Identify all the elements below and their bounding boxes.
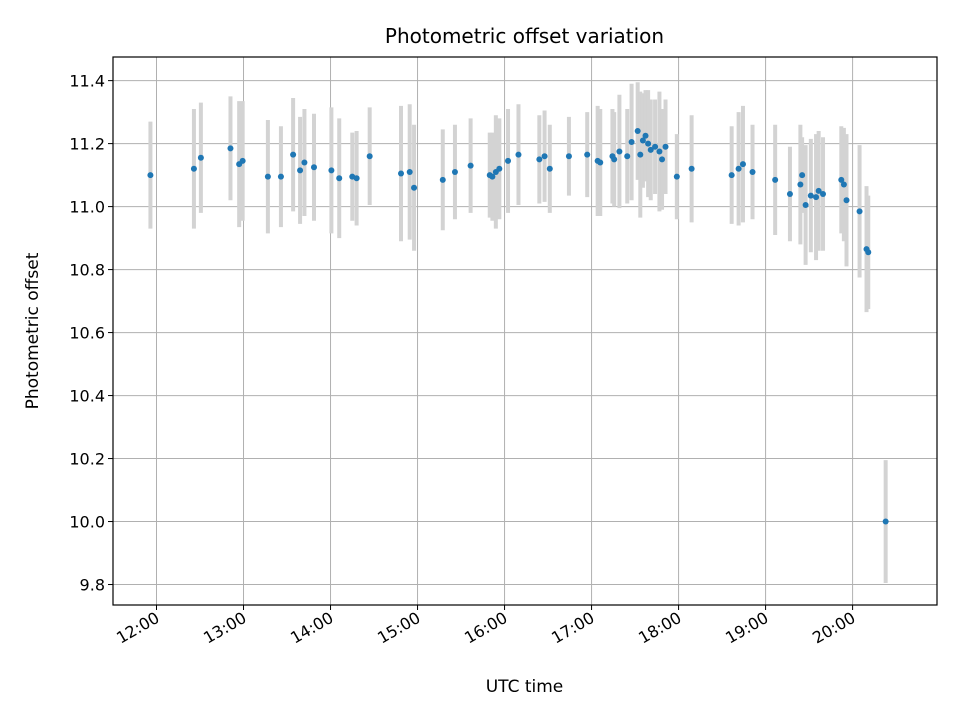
data-point <box>749 168 756 175</box>
data-point <box>336 175 343 182</box>
data-point <box>820 191 827 197</box>
data-point <box>310 164 317 171</box>
data-point <box>642 132 649 139</box>
data-point <box>659 156 666 163</box>
data-point <box>597 159 604 166</box>
data-point <box>662 143 669 150</box>
x-axis-label: UTC time <box>486 677 564 697</box>
data-point <box>398 170 405 177</box>
data-point <box>451 168 458 175</box>
y-tick-label: 10.4 <box>69 387 105 406</box>
y-axis-label: Photometric offset <box>23 252 43 409</box>
data-point <box>639 137 646 144</box>
data-point <box>239 157 246 164</box>
data-point <box>624 153 631 160</box>
y-tick-label: 9.8 <box>80 576 105 595</box>
data-point <box>656 148 663 155</box>
data-points <box>147 128 889 525</box>
data-point <box>739 161 746 168</box>
data-point <box>634 128 641 135</box>
y-tick-label: 10.2 <box>69 450 105 469</box>
data-point <box>515 151 522 158</box>
y-tick-label: 10.6 <box>69 324 105 343</box>
data-point <box>799 172 806 179</box>
data-point <box>439 176 446 183</box>
data-point <box>652 143 659 150</box>
data-point <box>328 167 335 174</box>
data-point <box>536 156 543 163</box>
data-point <box>840 181 847 188</box>
data-point <box>147 172 154 179</box>
data-point <box>882 518 889 525</box>
data-point <box>616 148 623 155</box>
data-point <box>489 173 496 180</box>
data-point <box>505 157 512 164</box>
data-point <box>190 165 197 172</box>
data-point <box>297 167 304 174</box>
data-point <box>197 154 204 161</box>
y-axis-ticks: 9.8 10.0 10.2 10.4 10.6 10.8 11.0 11.2 11.4 <box>69 72 113 595</box>
data-point <box>856 208 863 215</box>
data-point <box>406 168 413 175</box>
data-point <box>645 140 652 147</box>
y-tick-label: 10.0 <box>69 513 105 532</box>
data-point <box>301 159 308 166</box>
data-point <box>496 165 503 172</box>
data-point <box>353 175 360 182</box>
data-point <box>673 173 680 180</box>
data-point <box>584 151 591 158</box>
data-point <box>728 172 735 179</box>
data-point <box>807 192 814 199</box>
data-point <box>541 153 548 160</box>
data-point <box>411 184 418 191</box>
data-point <box>628 139 635 146</box>
data-point <box>838 176 845 183</box>
data-point <box>688 165 695 172</box>
data-point <box>772 176 779 183</box>
data-point <box>865 249 872 256</box>
data-point <box>637 151 644 158</box>
data-point <box>565 153 572 160</box>
data-point <box>264 173 271 180</box>
data-point <box>467 162 474 169</box>
data-point <box>277 173 284 180</box>
data-point <box>786 191 793 197</box>
data-point <box>366 153 373 160</box>
data-point <box>797 181 804 188</box>
data-point <box>735 165 742 172</box>
data-point <box>802 202 809 209</box>
data-point <box>546 165 553 172</box>
data-point <box>813 194 820 201</box>
y-tick-label: 11.0 <box>69 198 105 217</box>
data-point <box>647 146 654 153</box>
plot-frame <box>112 56 938 606</box>
y-tick-label: 11.4 <box>69 72 105 91</box>
y-tick-label: 11.2 <box>69 135 105 154</box>
y-tick-label: 10.8 <box>69 261 105 280</box>
data-point <box>227 145 234 152</box>
data-point <box>290 151 297 158</box>
data-point <box>815 187 822 194</box>
data-point <box>843 197 850 204</box>
chart-title: Photometric offset variation <box>385 24 664 48</box>
data-point <box>611 156 618 163</box>
